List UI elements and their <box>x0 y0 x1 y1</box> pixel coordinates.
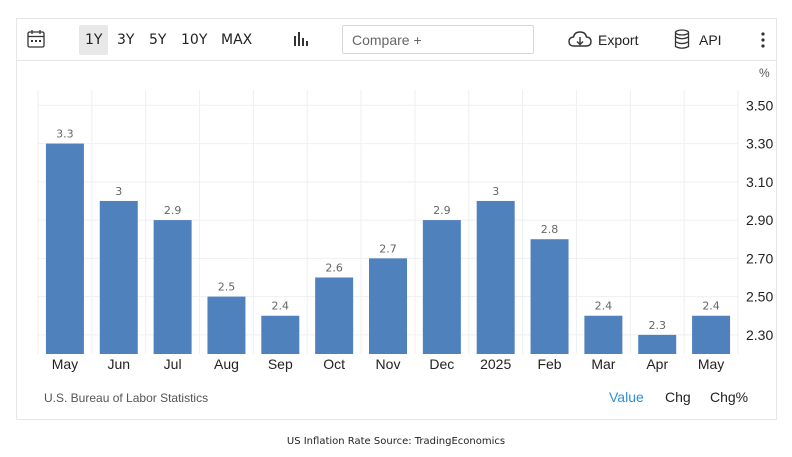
y-tick-label: 3.10 <box>746 174 773 190</box>
x-tick-label: Sep <box>268 356 293 372</box>
data-label: 3.3 <box>56 128 74 141</box>
bar-chart-icon[interactable] <box>293 19 309 61</box>
data-label: 3 <box>115 185 122 198</box>
range-5y-button[interactable]: 5Y <box>149 32 167 48</box>
x-tick-label: Oct <box>323 356 345 372</box>
data-source: U.S. Bureau of Labor Statistics <box>44 391 209 405</box>
x-tick-label: Aug <box>214 356 239 372</box>
x-tick-label: Dec <box>429 356 454 372</box>
bar[interactable] <box>584 315 623 354</box>
data-label: 2.9 <box>164 204 182 217</box>
bar[interactable] <box>476 200 515 354</box>
chart-toolbar: 1Y 3Y 5Y 10Y MAX Export <box>17 19 776 61</box>
range-max-button[interactable]: MAX <box>221 32 253 48</box>
bar[interactable] <box>99 200 138 354</box>
y-tick-label: 2.50 <box>746 289 773 305</box>
chart-labels: 2.30 2.50 2.70 2.90 3.10 3.30 3.50 3.3 May 3 Jun 2.… <box>52 97 774 372</box>
database-icon[interactable] <box>674 19 690 61</box>
x-tick-label: Feb <box>537 356 561 372</box>
range-3y-button[interactable]: 3Y <box>117 32 135 48</box>
bar[interactable] <box>45 143 84 354</box>
x-tick-label: Nov <box>376 356 401 372</box>
api-button[interactable]: API <box>699 32 722 48</box>
data-label: 2.8 <box>541 223 559 236</box>
data-label: 2.3 <box>648 319 666 332</box>
vertical-dots-icon[interactable] <box>759 19 767 61</box>
data-label: 2.6 <box>325 261 343 274</box>
data-label: 2.7 <box>379 242 397 255</box>
chart-bars <box>45 143 731 354</box>
chart-widget: 1Y 3Y 5Y 10Y MAX Export <box>16 18 777 420</box>
data-label: 2.5 <box>218 281 236 294</box>
x-tick-label: Apr <box>646 356 668 372</box>
x-tick-label: Mar <box>591 356 615 372</box>
bar[interactable] <box>692 315 731 354</box>
data-label: 3 <box>492 185 499 198</box>
view-chg-tab[interactable]: Chg <box>665 389 691 405</box>
bar[interactable] <box>369 258 407 354</box>
y-tick-label: 2.30 <box>746 327 773 343</box>
bar[interactable] <box>530 239 569 354</box>
range-10y-button[interactable]: 10Y <box>181 32 208 48</box>
calendar-icon[interactable] <box>27 19 47 61</box>
x-tick-label: May <box>698 356 724 372</box>
bar[interactable] <box>422 220 461 354</box>
y-axis-unit: % <box>759 66 770 80</box>
compare-input[interactable] <box>342 25 534 54</box>
cloud-download-icon[interactable] <box>568 19 592 61</box>
y-tick-label: 3.50 <box>746 97 773 113</box>
view-chg-pct-tab[interactable]: Chg% <box>710 389 749 405</box>
y-tick-label: 2.70 <box>746 250 773 266</box>
bar[interactable] <box>261 315 300 354</box>
data-label: 2.4 <box>272 300 290 313</box>
bar[interactable] <box>315 277 354 354</box>
x-tick-label: Jul <box>164 356 182 372</box>
view-value-tab[interactable]: Value <box>609 389 644 405</box>
data-label: 2.4 <box>595 300 613 313</box>
y-tick-label: 2.90 <box>746 212 773 228</box>
x-tick-label: 2025 <box>480 356 511 372</box>
data-label: 2.9 <box>433 204 451 217</box>
bar[interactable] <box>207 296 246 354</box>
x-tick-label: May <box>52 356 78 372</box>
bar[interactable] <box>638 334 677 354</box>
data-label: 2.4 <box>702 300 720 313</box>
x-tick-label: Jun <box>107 356 130 372</box>
chart-caption: US Inflation Rate Source: TradingEconomi… <box>286 436 506 447</box>
bar[interactable] <box>153 220 192 354</box>
y-tick-label: 3.30 <box>746 136 773 152</box>
bar-chart: 2.30 2.50 2.70 2.90 3.10 3.30 3.50 3.3 May 3 Jun 2.… <box>37 66 774 372</box>
range-1y-button[interactable]: 1Y <box>79 25 109 55</box>
export-button[interactable]: Export <box>598 32 639 48</box>
